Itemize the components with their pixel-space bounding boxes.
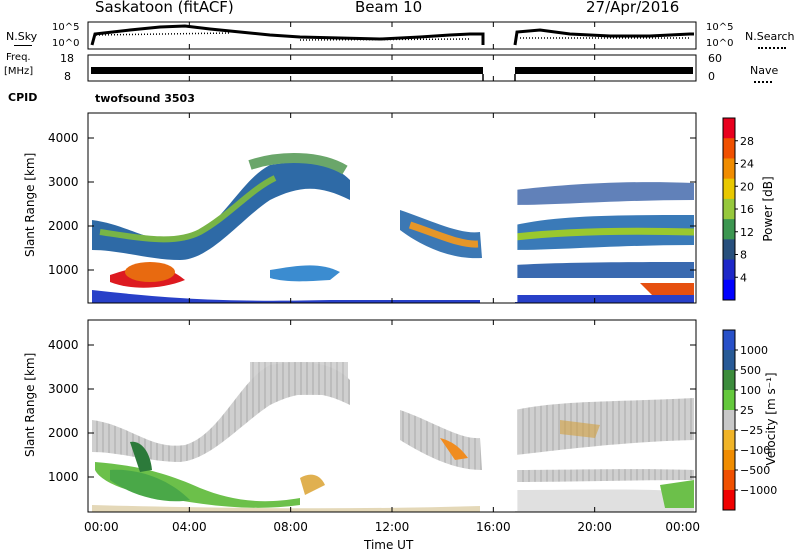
colorbar-tick-label: 4 [740,271,747,284]
colorbar-swatch [723,410,735,431]
colorbar-tick-label: 16 [740,203,754,216]
cpid-label: CPID [8,91,38,104]
colorbar-tick-label: 1000 [740,344,768,357]
power-data [92,153,695,303]
colorbar-tick-label: −100 [740,444,770,457]
colorbar-swatch [723,350,735,371]
freq-tick-high: 18 [60,52,74,65]
noise-tick-low-right: 10^0 [706,38,734,49]
colorbar-tick-label: 25 [740,404,754,417]
beam-label: Beam 10 [355,0,423,16]
power-yticks [88,137,696,271]
date-label: 27/Apr/2016 [586,0,680,16]
colorbar-tick-label: 500 [740,364,761,377]
colorbar-tick-label: 8 [740,249,747,262]
colorbar-swatch [723,370,735,391]
colorbar-swatch [723,490,735,511]
power-ytick-1000: 1000 [48,263,79,277]
freq-tick-low: 8 [64,70,71,83]
colorbar-tick-label: −1000 [740,484,777,497]
freq-unit-label: [MHz] [4,66,34,77]
chart-title: Saskatoon (fitACF) [95,0,234,16]
colorbar-swatch [723,138,735,159]
colorbar-tick-label: −25 [740,424,763,437]
velocity-ytick-4000: 4000 [48,338,79,352]
cpid-value: twofsound 3503 [95,92,195,105]
nave-tick-high: 60 [708,52,722,65]
colorbar-swatch [723,259,735,281]
x-tick-label: 04:00 [172,520,207,534]
velocity-ytick-1000: 1000 [48,470,79,484]
colorbar-swatch [723,279,735,301]
nave-label: Nave [750,64,779,77]
nsearch-dotted-line [758,47,786,49]
x-tick-label: 16:00 [476,520,511,534]
data-gap-overlay [490,114,518,511]
colorbar-swatch [723,178,735,200]
power-panel [87,112,697,304]
data-gap-velocity [490,321,518,511]
colorbar-frame [722,329,736,511]
noise-tick-high-right: 10^5 [706,22,734,33]
colorbar-swatch [723,390,735,411]
nsky-underline [14,45,32,46]
nsky-trace [90,24,694,46]
colorbar-tick-label: −500 [740,464,770,477]
power-ytick-2000: 2000 [48,219,79,233]
x-tick-label: 00:00 [84,520,119,534]
colorbar-tick-label: 24 [740,158,754,171]
noise-tick-low-left: 10^0 [52,38,80,49]
colorbar-swatch [723,450,735,471]
nave-dotted-line [754,81,772,83]
x-axis-label: Time UT [364,538,414,552]
colorbar-swatch [723,330,735,351]
velocity-ytick-2000: 2000 [48,426,79,440]
colorbar-tick-label: 12 [740,226,754,239]
colorbar-swatch [723,158,735,180]
colorbar-swatch [723,198,735,220]
colorbar-swatch [723,239,735,261]
nave-tick-low: 0 [708,70,715,83]
colorbar-swatch [723,430,735,451]
velocity-yticks [88,344,696,478]
colorbar-swatch [723,219,735,240]
freq-label: Freq. [6,52,31,63]
x-tick-label: 08:00 [273,520,308,534]
nsky-label: N.Sky [6,30,38,43]
colorbar-swatch [723,118,735,139]
x-tick-label: 20:00 [577,520,612,534]
x-tick-label: 12:00 [375,520,410,534]
colorbar-swatch [723,470,735,491]
velocity-data [92,362,694,512]
nsearch-label: N.Search [745,30,795,43]
x-axis-ticks: 00:00 04:00 08:00 12:00 16:00 20:00 00:00 [84,22,700,534]
colorbar-tick-label: 100 [740,384,761,397]
colorbars: 28 24 20 16 12 8 4 1000 500 100 25 −25 −100 −500 −1000 [722,117,777,511]
colorbar-tick-label: 28 [740,135,754,148]
colorbar-tick-label: 20 [740,180,754,193]
power-ytick-3000: 3000 [48,175,79,189]
velocity-ytick-3000: 3000 [48,382,79,396]
power-ytick-4000: 4000 [48,131,79,145]
x-tick-label: 00:00 [665,520,700,534]
data-gap-power [490,114,518,302]
velocity-panel [87,319,697,513]
noise-tick-high-left: 10^5 [52,22,80,33]
